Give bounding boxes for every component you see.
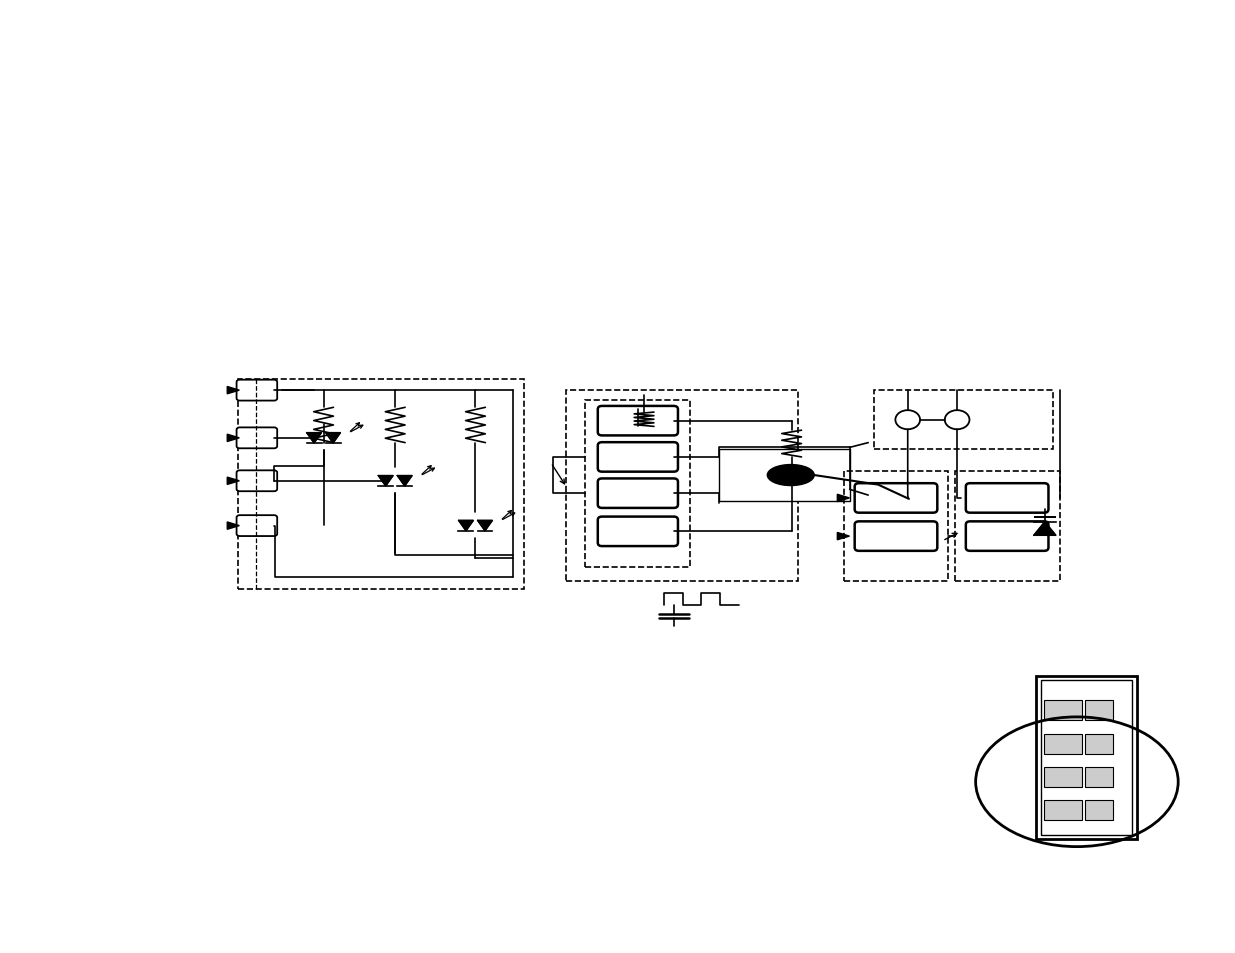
Bar — [1036, 677, 1137, 839]
Polygon shape — [326, 433, 341, 443]
Polygon shape — [837, 495, 850, 502]
Bar — [844, 472, 948, 581]
Bar — [1084, 700, 1113, 720]
Bar — [1044, 801, 1082, 821]
FancyBboxPatch shape — [237, 380, 277, 401]
Bar — [719, 450, 850, 501]
Polygon shape — [378, 476, 393, 486]
Polygon shape — [227, 477, 240, 485]
Bar — [1041, 680, 1132, 835]
Bar — [566, 391, 798, 581]
FancyBboxPatch shape — [598, 479, 678, 508]
Bar — [585, 400, 690, 567]
Polygon shape — [1034, 522, 1056, 536]
Polygon shape — [227, 387, 240, 395]
FancyBboxPatch shape — [966, 484, 1049, 513]
FancyBboxPatch shape — [237, 428, 277, 449]
Bar — [1084, 801, 1113, 821]
Polygon shape — [478, 520, 493, 532]
FancyBboxPatch shape — [855, 522, 937, 551]
Polygon shape — [227, 435, 240, 442]
FancyBboxPatch shape — [855, 484, 937, 513]
Bar — [1044, 700, 1082, 720]
Bar — [955, 472, 1060, 581]
Bar — [1044, 734, 1082, 754]
Bar — [1084, 767, 1113, 787]
FancyBboxPatch shape — [237, 471, 277, 492]
Polygon shape — [458, 520, 473, 532]
FancyBboxPatch shape — [966, 522, 1049, 551]
FancyBboxPatch shape — [598, 443, 678, 472]
Bar — [1084, 734, 1113, 754]
Bar — [874, 391, 1053, 450]
FancyBboxPatch shape — [598, 407, 678, 436]
Polygon shape — [227, 522, 240, 530]
Bar — [1044, 767, 1082, 787]
Polygon shape — [306, 433, 321, 443]
FancyBboxPatch shape — [237, 516, 277, 537]
FancyBboxPatch shape — [598, 517, 678, 546]
Ellipse shape — [767, 465, 814, 486]
Polygon shape — [837, 533, 850, 540]
Bar — [238, 379, 524, 589]
Polygon shape — [398, 476, 412, 486]
